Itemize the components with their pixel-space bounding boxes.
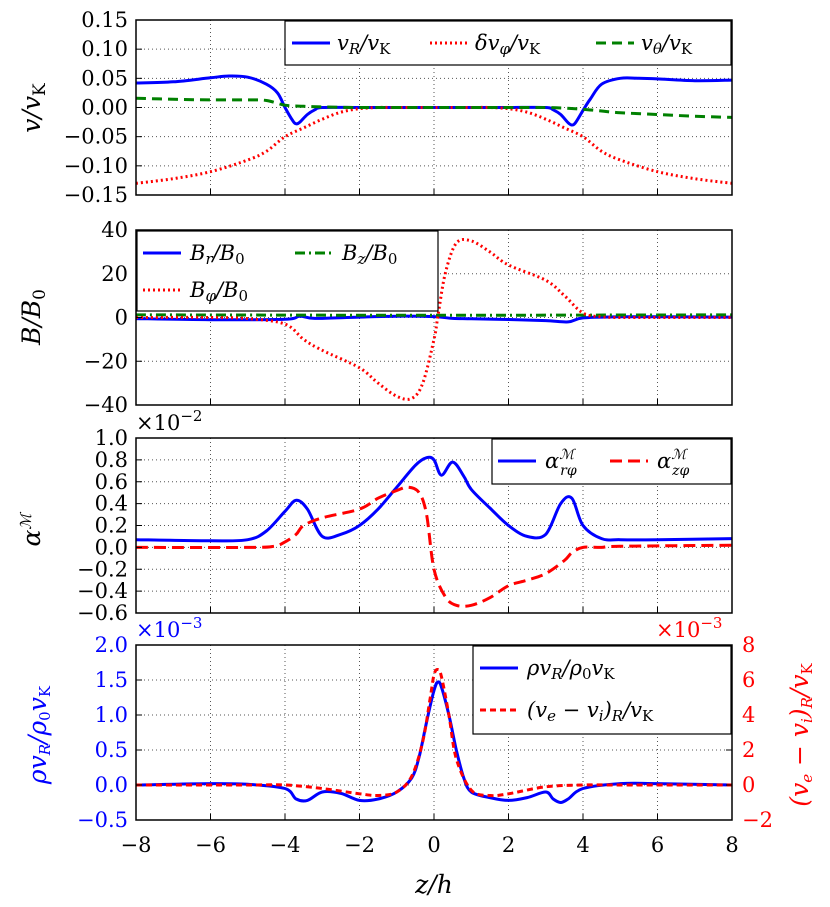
ytick-label: 1.5 xyxy=(95,668,128,692)
panel-velocity-legend: vR/vK δvφ/vK vθ/vK xyxy=(284,20,732,66)
panel-field-legend: Br/B0 Bz/B0 Bφ/B0 xyxy=(136,230,439,312)
ytick-label: 20 xyxy=(101,262,128,286)
legend-label-alpha-zphi: αℳ zφ xyxy=(657,447,690,479)
series-line-1-0 xyxy=(136,314,732,324)
ytick-label: 0.05 xyxy=(81,66,128,90)
series-line-0-0 xyxy=(136,74,732,127)
ytick-right-label: 0 xyxy=(742,773,755,797)
panel-alpha-ylabel: αℳ xyxy=(17,512,46,547)
panel-velocity-ylabel: v/vK xyxy=(17,83,50,133)
ytick-label: 0.00 xyxy=(81,96,128,120)
series-line-2-1 xyxy=(136,485,732,608)
panel-velocity-series xyxy=(136,74,732,185)
legend-label-vR: vR/vK xyxy=(337,31,391,58)
ytick-label: −0.05 xyxy=(64,125,128,149)
ytick-right-label: 2 xyxy=(742,738,755,762)
ytick-label: 0.2 xyxy=(95,514,128,538)
x-axis-label: z/h xyxy=(414,870,453,899)
ytick-label: 1.0 xyxy=(95,426,128,450)
xtick-label: 8 xyxy=(725,833,738,857)
xtick-label: 0 xyxy=(427,833,440,857)
ytick-label: 0 xyxy=(115,306,128,330)
panel-flux-multiplier-left: ×10−3 xyxy=(136,614,202,642)
panel-flux-frame xyxy=(135,644,733,821)
ytick-label: 0.6 xyxy=(95,470,128,494)
xtick-label: −4 xyxy=(270,833,301,857)
legend-label-drift: (ve − vi)R/vK xyxy=(527,698,654,725)
ytick-label: 2.0 xyxy=(95,633,128,657)
ytick-label: 40 xyxy=(101,218,128,242)
series-line-1-2 xyxy=(136,237,732,401)
panel-alpha-series xyxy=(136,455,732,608)
panel-alpha-legend: αℳ rφ αℳ zφ xyxy=(491,438,732,485)
panel-alpha-multiplier: ×10−2 xyxy=(136,407,202,435)
xtick-label: 2 xyxy=(502,833,515,857)
panel-velocity-yticks: −0.15 −0.10 −0.05 0.00 0.05 0.10 0.15 xyxy=(64,8,142,207)
ytick-right-label: −2 xyxy=(742,808,773,832)
series-line-3-0 xyxy=(136,680,732,804)
ytick-label: 0.0 xyxy=(95,535,128,559)
xtick-label: −2 xyxy=(344,833,375,857)
panel-field-ylabel: B/B0 xyxy=(17,289,50,346)
legend-label-flux: ρvR/ρ0vK xyxy=(526,656,615,683)
panel-flux-legend: ρvR/ρ0vK (ve − vi)R/vK xyxy=(472,645,732,735)
ytick-label: −0.10 xyxy=(64,154,128,178)
panel-flux-multiplier-right: ×10−3 xyxy=(656,614,722,642)
ytick-label: 0.4 xyxy=(95,492,128,516)
ytick-label: −0.4 xyxy=(77,579,128,603)
ytick-label: 0.8 xyxy=(95,448,128,472)
ytick-label: 0.10 xyxy=(81,37,128,61)
series-line-2-0 xyxy=(136,455,732,543)
ytick-label: −0.2 xyxy=(77,557,128,581)
series-line-0-1 xyxy=(136,105,732,185)
ytick-label: −40 xyxy=(84,393,128,417)
panel-field-series xyxy=(136,237,732,401)
ytick-right-label: 4 xyxy=(742,703,755,727)
xtick-label: −8 xyxy=(121,833,152,857)
x-axis-ticks: −8 −6 −4 −2 0 2 4 6 8 xyxy=(121,833,739,857)
panel-field: −40 −20 0 20 40 B/B0 Br/B0 Bz/B0 Bφ/B0 xyxy=(17,218,733,417)
panel-flux-ylabel-left: ρvR/ρ0vK xyxy=(23,685,54,785)
series-line-3-1 xyxy=(136,667,732,798)
ytick-label: 0.0 xyxy=(95,773,128,797)
panel-alpha: −0.6−0.4−0.20.00.20.40.60.81.0 ×10−2 αℳ … xyxy=(17,407,733,625)
ytick-label: 1.0 xyxy=(95,703,128,727)
panel-velocity: −0.15 −0.10 −0.05 0.00 0.05 0.10 0.15 v/vK vR/… xyxy=(17,8,733,207)
ytick-label: −0.15 xyxy=(64,183,128,207)
panel-flux-yticks-right: −2 0 2 4 6 8 xyxy=(726,633,773,832)
panel-alpha-yticks: −0.6−0.4−0.20.00.20.40.60.81.0 xyxy=(77,426,142,625)
ytick-right-label: 6 xyxy=(742,668,755,692)
ytick-label: −20 xyxy=(84,349,128,373)
xtick-label: −6 xyxy=(195,833,226,857)
ytick-label: 0.15 xyxy=(81,8,128,32)
series-line-0-2 xyxy=(136,96,732,119)
ytick-label: −0.6 xyxy=(77,601,128,625)
panel-flux-ylabel-right: (ve − vi)R/vK xyxy=(785,663,816,807)
panel-flux-series xyxy=(136,667,732,804)
ytick-right-label: 8 xyxy=(742,633,755,657)
panel-flux-yticks: −0.5 0.0 0.5 1.0 1.5 2.0 xyxy=(77,633,142,832)
panel-field-yticks: −40 −20 0 20 40 xyxy=(84,218,142,417)
xtick-label: 4 xyxy=(576,833,589,857)
xtick-label: 6 xyxy=(651,833,664,857)
legend-label-Bphi: Bφ/B0 xyxy=(189,278,248,305)
ytick-label: −0.5 xyxy=(77,808,128,832)
ytick-label: 0.5 xyxy=(95,738,128,762)
